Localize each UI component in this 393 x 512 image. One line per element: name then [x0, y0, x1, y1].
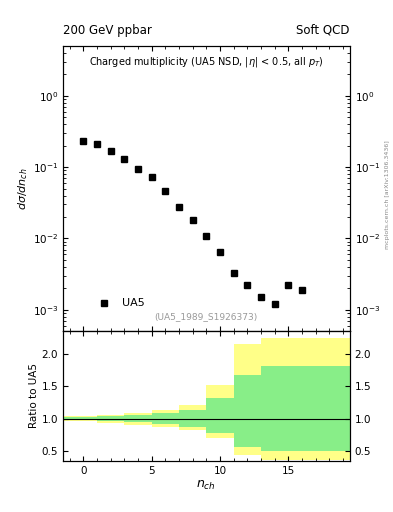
- Text: Charged multiplicity (UA5 NSD, $|\eta|$ < 0.5, all $p_T$): Charged multiplicity (UA5 NSD, $|\eta|$ …: [89, 55, 324, 69]
- Text: mcplots.cern.ch [arXiv:1306.3436]: mcplots.cern.ch [arXiv:1306.3436]: [385, 140, 389, 249]
- Text: UA5: UA5: [121, 298, 144, 308]
- Y-axis label: Ratio to UA5: Ratio to UA5: [29, 364, 39, 429]
- Text: (UA5_1989_S1926373): (UA5_1989_S1926373): [155, 312, 258, 322]
- Y-axis label: $d\sigma/dn_{ch}$: $d\sigma/dn_{ch}$: [16, 167, 30, 210]
- X-axis label: $n_{ch}$: $n_{ch}$: [196, 478, 216, 492]
- Text: Soft QCD: Soft QCD: [296, 24, 350, 37]
- Text: 200 GeV ppbar: 200 GeV ppbar: [63, 24, 152, 37]
